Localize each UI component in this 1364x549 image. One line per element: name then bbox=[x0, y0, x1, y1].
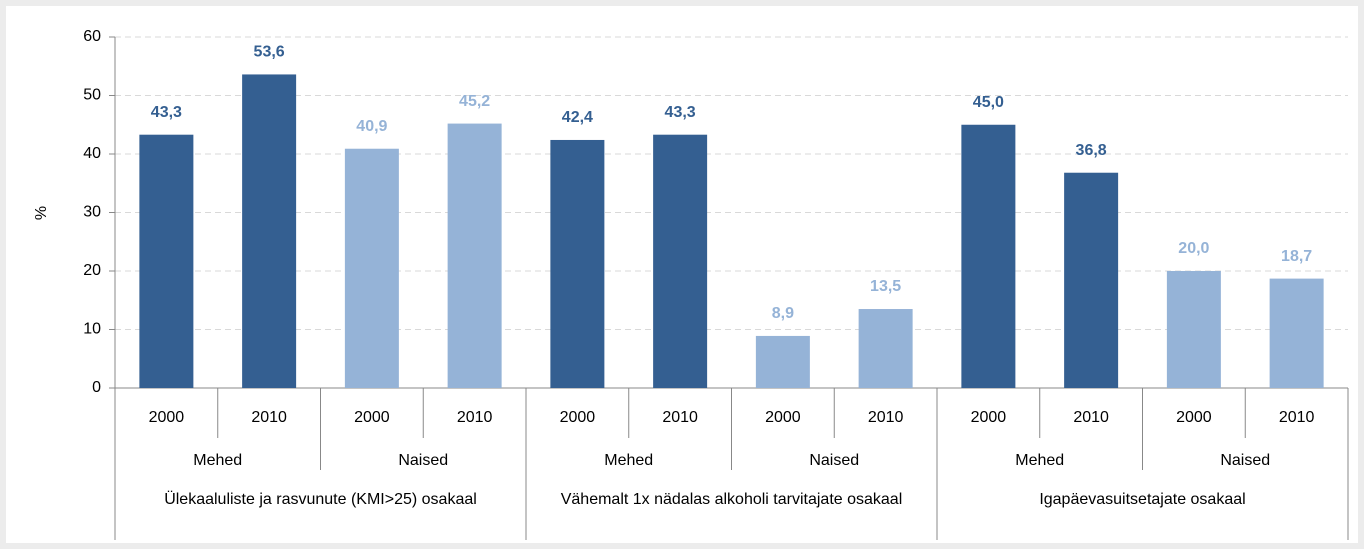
x-tick-label: 2000 bbox=[560, 409, 596, 426]
bar bbox=[961, 124, 1016, 388]
bar bbox=[1064, 172, 1119, 388]
y-tick-label: 30 bbox=[83, 204, 101, 221]
group-label: Igapäevasuitsetajate osakaal bbox=[1039, 491, 1246, 508]
y-tick-label: 20 bbox=[83, 262, 101, 279]
x-tick-label: 2010 bbox=[1073, 409, 1109, 426]
value-label: 53,6 bbox=[254, 44, 285, 61]
subgroup-label: Naised bbox=[398, 452, 448, 469]
bar bbox=[139, 134, 194, 388]
x-tick-label: 2000 bbox=[149, 409, 185, 426]
subgroup-label: Mehed bbox=[193, 452, 242, 469]
x-tick-label: 2000 bbox=[971, 409, 1007, 426]
bar bbox=[447, 123, 502, 388]
subgroup-label: Naised bbox=[809, 452, 859, 469]
y-axis-label: % bbox=[33, 206, 50, 220]
value-label: 36,8 bbox=[1076, 142, 1107, 159]
x-tick-label: 2010 bbox=[251, 409, 287, 426]
y-tick-label: 10 bbox=[83, 321, 101, 338]
subgroup-label: Mehed bbox=[604, 452, 653, 469]
value-label: 18,7 bbox=[1281, 248, 1312, 265]
x-tick-label: 2000 bbox=[765, 409, 801, 426]
value-label: 43,3 bbox=[151, 104, 182, 121]
bar bbox=[1269, 278, 1324, 388]
x-tick-label: 2010 bbox=[662, 409, 698, 426]
bar bbox=[858, 309, 913, 388]
y-tick-label: 40 bbox=[83, 145, 101, 162]
subgroup-label: Naised bbox=[1220, 452, 1270, 469]
bar bbox=[550, 139, 605, 388]
x-tick-label: 2000 bbox=[354, 409, 390, 426]
x-tick-label: 2000 bbox=[1176, 409, 1212, 426]
value-label: 20,0 bbox=[1178, 240, 1209, 257]
bar bbox=[1166, 271, 1221, 388]
bar bbox=[242, 74, 297, 388]
chart: % 0 10 20 30 40 50 60 2000 43,3 2010 53,6 2000 40,9 2… bbox=[33, 28, 1349, 540]
bar bbox=[755, 335, 810, 388]
bar bbox=[344, 148, 399, 388]
value-label: 8,9 bbox=[772, 305, 794, 322]
x-tick-label: 2010 bbox=[868, 409, 904, 426]
value-label: 45,0 bbox=[973, 94, 1004, 111]
value-label: 42,4 bbox=[562, 109, 593, 126]
group-label: Vähemalt 1x nädalas alkoholi tarvitajate… bbox=[560, 491, 903, 508]
value-label: 43,3 bbox=[665, 104, 696, 121]
bar bbox=[653, 134, 708, 388]
y-tick-label: 50 bbox=[83, 87, 101, 104]
subgroup-label: Mehed bbox=[1015, 452, 1064, 469]
group-label: Ülekaaluliste ja rasvunute (KMI>25) osak… bbox=[164, 491, 477, 508]
value-label: 45,2 bbox=[459, 93, 490, 110]
x-tick-label: 2010 bbox=[1279, 409, 1315, 426]
value-label: 13,5 bbox=[870, 278, 901, 295]
y-tick-label: 60 bbox=[83, 28, 101, 45]
y-tick-label: 0 bbox=[92, 379, 101, 396]
x-tick-label: 2010 bbox=[457, 409, 493, 426]
chart-frame: % 0 10 20 30 40 50 60 2000 43,3 2010 53,6 2000 40,9 2… bbox=[6, 6, 1358, 543]
value-label: 40,9 bbox=[356, 118, 387, 135]
